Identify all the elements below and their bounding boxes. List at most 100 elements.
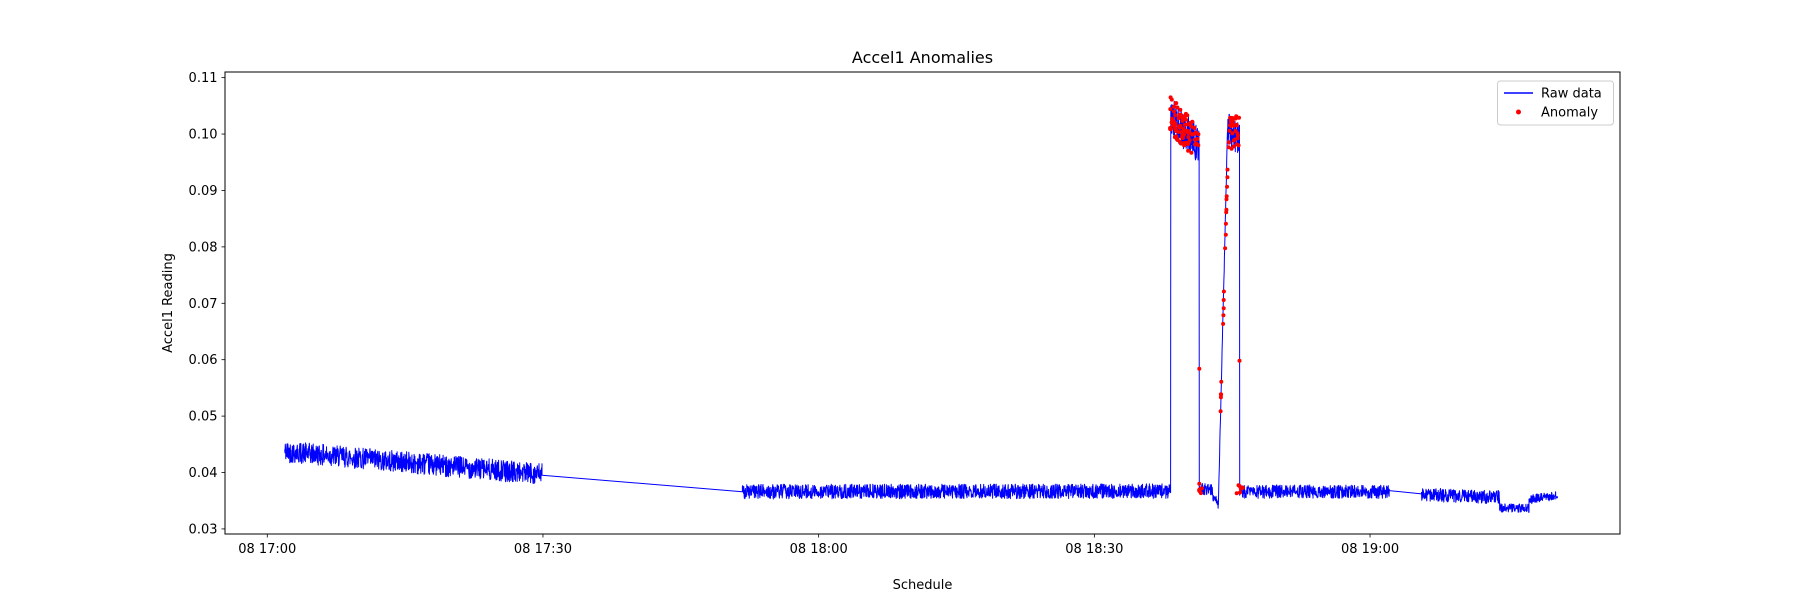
anomaly-point (1180, 129, 1185, 134)
y-tick-label: 0.06 (189, 353, 218, 368)
anomaly-point (1221, 321, 1226, 326)
anomaly-point (1219, 379, 1224, 384)
y-tick-label: 0.05 (189, 410, 218, 425)
anomaly-point (1188, 120, 1193, 125)
anomaly-point (1230, 131, 1235, 136)
anomaly-point (1197, 366, 1202, 371)
y-tick-label: 0.09 (189, 184, 218, 199)
anomaly-point (1174, 134, 1179, 139)
anomaly-point (1227, 128, 1232, 133)
anomaly-point (1224, 197, 1229, 202)
anomaly-point (1185, 113, 1190, 118)
anomaly-point (1225, 175, 1230, 180)
anomaly-point (1192, 126, 1197, 130)
anomaly-point (1227, 140, 1231, 145)
anomaly-point (1236, 483, 1241, 488)
anomaly-point (1180, 133, 1185, 138)
anomaly-point (1168, 126, 1173, 130)
legend-raw-data-label: Raw data (1541, 87, 1602, 102)
anomaly-point (1192, 131, 1197, 136)
anomaly-point (1168, 95, 1173, 100)
raw-data-line (284, 100, 1558, 513)
y-tick-label: 0.10 (189, 128, 218, 143)
anomaly-point (1231, 116, 1236, 121)
anomaly-point (1225, 184, 1229, 189)
anomaly-point (1223, 246, 1228, 251)
anomaly-point (1174, 101, 1179, 106)
anomaly-point (1221, 313, 1226, 318)
anomaly-point (1228, 115, 1233, 120)
anomaly-point (1186, 142, 1190, 147)
anomaly-point (1240, 485, 1245, 490)
plot-frame (224, 71, 1621, 535)
anomaly-point (1221, 306, 1226, 311)
anomaly-point (1237, 115, 1241, 120)
x-tick-label: 08 19:00 (1341, 542, 1399, 557)
y-tick-label: 0.11 (189, 71, 218, 86)
anomaly-point (1197, 488, 1202, 493)
x-tick-label: 08 17:00 (238, 542, 296, 557)
anomaly-point (1238, 490, 1242, 495)
anomaly-point (1224, 194, 1229, 199)
anomaly-point (1235, 131, 1240, 136)
anomaly-point (1189, 150, 1194, 155)
anomaly-point (1231, 119, 1235, 124)
anomaly-point (1175, 105, 1180, 110)
anomaly-point (1229, 146, 1234, 151)
anomaly-point (1221, 289, 1226, 294)
anomaly-point (1173, 113, 1178, 118)
x-axis-label: Schedule (893, 578, 953, 593)
anomaly-point (1196, 143, 1201, 148)
x-tick-label: 08 18:00 (790, 542, 848, 557)
x-tick-label: 08 18:30 (1065, 542, 1123, 557)
legend-frame (1497, 80, 1614, 126)
anomaly-point (1199, 486, 1204, 491)
anomaly-point (1183, 122, 1187, 127)
y-tick-label: 0.07 (189, 297, 218, 312)
anomaly-point (1168, 107, 1173, 112)
y-tick-label: 0.04 (189, 466, 218, 481)
legend: Raw data Anomaly (1497, 80, 1614, 126)
anomaly-point (1233, 137, 1238, 142)
anomaly-point (1223, 221, 1228, 226)
anomaly-point (1182, 115, 1187, 120)
y-tick-label: 0.08 (189, 240, 218, 255)
axes-layer: 08 17:00 08 17:30 08 18:00 08 18:30 08 19:00… (189, 71, 1400, 557)
anomaly-point (1186, 148, 1191, 153)
anomaly-point (1234, 122, 1239, 127)
anomaly-point (1177, 125, 1182, 130)
anomaly-point (1223, 232, 1228, 237)
anomaly-point (1177, 112, 1182, 117)
anomaly-point (1171, 104, 1176, 109)
anomaly-point (1218, 409, 1223, 414)
anomaly-point (1180, 119, 1185, 123)
anomaly-point (1172, 109, 1176, 114)
anomaly-point (1177, 139, 1182, 144)
anomaly-point (1234, 491, 1239, 496)
anomaly-point (1221, 298, 1226, 302)
anomaly-point (1184, 128, 1189, 133)
legend-anomaly-marker-sample (1516, 109, 1521, 115)
legend-anomaly-label: Anomaly (1541, 106, 1598, 121)
anomaly-point (1176, 116, 1181, 121)
anomaly-point (1225, 167, 1230, 172)
anomaly-point (1186, 135, 1191, 139)
anomaly-point (1187, 138, 1192, 143)
anomaly-point (1197, 481, 1202, 486)
anomaly-point (1234, 142, 1239, 147)
x-tick-label: 08 17:30 (514, 542, 572, 557)
anomaly-point (1237, 358, 1242, 363)
anomaly-point (1173, 126, 1178, 131)
anomaly-point (1224, 207, 1229, 212)
anomaly-point (1192, 137, 1197, 142)
y-tick-label: 0.03 (189, 522, 218, 537)
anomaly-point (1178, 107, 1183, 112)
y-axis-label: Accel1 Reading (161, 253, 176, 353)
anomaly-point (1219, 392, 1224, 397)
anomaly-point (1171, 119, 1176, 124)
series-layer (284, 95, 1558, 513)
anomaly-point (1193, 142, 1198, 147)
chart-title: Accel1 Anomalies (852, 48, 993, 67)
